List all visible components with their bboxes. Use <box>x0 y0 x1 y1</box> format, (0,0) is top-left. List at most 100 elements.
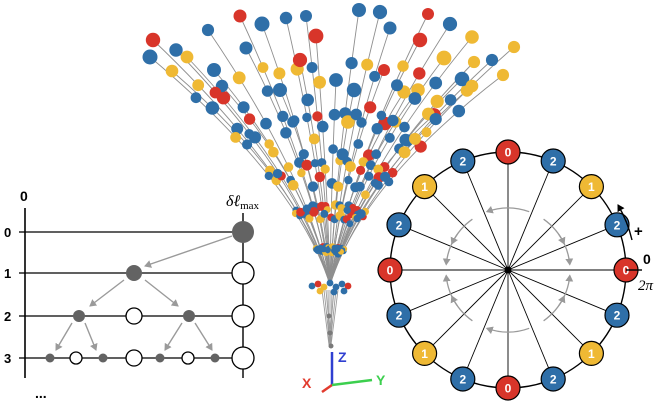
trunk-strand <box>329 289 337 346</box>
ring-node: 1 <box>578 340 605 366</box>
branch-node <box>328 108 341 121</box>
branch-node <box>333 181 344 192</box>
branch-node <box>383 21 397 35</box>
ring-node-disc <box>540 148 566 174</box>
branch-node <box>429 76 443 90</box>
trunk-strand <box>321 289 330 346</box>
branch-node <box>232 71 246 85</box>
ring-node-label: 2 <box>614 309 621 323</box>
ring-arc-arrow <box>485 326 530 335</box>
y-axis-label: Y <box>376 372 386 388</box>
branch-node <box>264 139 275 149</box>
branch-node <box>268 146 279 158</box>
branch-node <box>356 117 367 128</box>
branch-node <box>371 149 382 160</box>
ring-node-disc <box>450 366 476 392</box>
tree-level-label: 1 <box>4 266 11 281</box>
branch-node <box>333 244 341 253</box>
trunk-node <box>330 288 338 296</box>
ring-spoke <box>398 269 509 316</box>
branch-node <box>380 171 391 182</box>
ring-node-disc <box>495 139 521 165</box>
branch-node <box>296 207 305 217</box>
trunk-strand <box>330 289 339 346</box>
ring-node-disc <box>578 174 605 200</box>
branch-node <box>306 62 318 73</box>
branch-node <box>243 113 256 125</box>
branch-node <box>142 49 158 65</box>
branch-node <box>316 120 329 133</box>
branch-node <box>280 127 292 139</box>
trunk-node <box>316 287 324 295</box>
ring-center <box>504 266 512 274</box>
trunk-node <box>338 280 346 288</box>
branch-node <box>302 112 312 123</box>
tree-node-empty <box>125 307 143 325</box>
ring-spoke <box>507 269 618 316</box>
branch-node <box>254 16 270 32</box>
branch-node <box>361 190 370 200</box>
ring-node-label: 2 <box>550 155 557 169</box>
branch-node <box>230 132 242 143</box>
branch-node <box>288 180 299 191</box>
ring-spoke <box>424 269 509 354</box>
branch-node <box>308 133 320 145</box>
ring-node: 2 <box>604 212 630 238</box>
branch-node <box>355 181 365 192</box>
ring-node: 2 <box>540 366 566 392</box>
branch-node <box>422 8 434 20</box>
branch-fan-3d: Z X Y <box>142 3 521 394</box>
ring-node: 2 <box>540 148 566 174</box>
refinement-tree-diagram: 0 δℓmax 0 1 2 3 ... <box>4 188 260 401</box>
branch-node <box>298 149 309 160</box>
branch-node <box>260 117 272 130</box>
ring-spoke <box>398 224 509 271</box>
branch-node <box>467 55 481 69</box>
branch-node <box>273 67 286 80</box>
branch-node <box>408 92 422 105</box>
branch-node <box>378 64 390 76</box>
tree-node-active <box>183 310 195 322</box>
ring-arc-arrow <box>442 274 458 306</box>
branch-node <box>257 62 269 73</box>
tree-node-active <box>73 310 85 322</box>
branch-node <box>292 52 308 68</box>
tree-arrow <box>89 279 125 307</box>
branch-node <box>305 214 314 223</box>
branch-node <box>237 101 250 114</box>
ring-node-disc <box>604 302 630 328</box>
branch-node <box>373 164 384 175</box>
branch-node <box>373 180 383 190</box>
branch-curve <box>329 46 515 286</box>
trunk-strand <box>328 289 335 346</box>
tree-node-active <box>155 353 165 363</box>
branch-node <box>496 68 510 82</box>
branch-node <box>465 30 479 44</box>
tree-node-empty <box>231 304 255 328</box>
ring-spoke <box>462 269 509 380</box>
ring-node-disc <box>540 366 566 392</box>
trunk-node <box>327 330 333 336</box>
ring-node-label: 2 <box>459 155 466 169</box>
branch-node <box>231 122 244 135</box>
branch-node <box>356 165 366 175</box>
trunk-node <box>326 279 334 287</box>
ring-arc-arrow <box>450 295 473 322</box>
branch-node <box>364 101 377 114</box>
branch-node <box>244 129 254 139</box>
tree-node-empty <box>231 261 255 285</box>
two-pi-angle-label: 2π <box>638 278 654 294</box>
ring-node-label: 2 <box>614 218 621 232</box>
branch-node <box>341 115 355 129</box>
ring-node-label: 2 <box>396 218 403 232</box>
ring-node: 2 <box>386 212 412 238</box>
branch-node <box>352 3 366 17</box>
branch-node <box>300 10 312 22</box>
branch-node <box>345 161 356 172</box>
x-axis-line <box>321 383 333 394</box>
branch-node <box>442 16 458 32</box>
branch-node <box>310 159 320 168</box>
ring-node-disc <box>604 212 630 238</box>
branch-node <box>384 132 395 143</box>
branch-node <box>207 63 221 77</box>
